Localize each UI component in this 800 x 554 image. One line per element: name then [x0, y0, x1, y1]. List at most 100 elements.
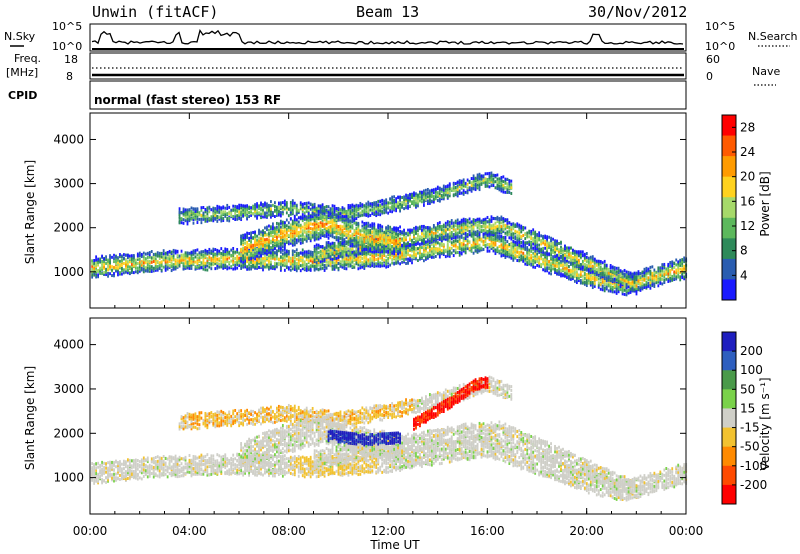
power-cell [478, 180, 481, 184]
power-cell [91, 275, 94, 279]
power-cell [299, 234, 302, 238]
power-cell [373, 233, 376, 237]
power-cell [214, 260, 217, 264]
power-cell [327, 254, 330, 258]
power-cell [428, 189, 431, 193]
power-cell [311, 222, 314, 226]
power-cell [335, 246, 338, 250]
power-cell [140, 266, 143, 270]
power-cell [283, 258, 286, 262]
power-cell [268, 249, 270, 253]
power-cell [262, 249, 264, 253]
power-cell [387, 232, 390, 236]
power-cell [383, 199, 386, 203]
power-cell [375, 247, 378, 251]
power-cell [277, 201, 280, 205]
power-cell [184, 251, 187, 255]
power-cell [333, 215, 336, 219]
power-cell [226, 218, 229, 222]
power-cell [373, 206, 376, 210]
power-cell [186, 253, 189, 257]
power-cell [413, 233, 415, 237]
power-cell [315, 221, 318, 225]
power-cell [367, 209, 370, 213]
power-cell [375, 234, 378, 238]
power-cell [232, 204, 235, 208]
power-cell [226, 217, 229, 221]
power-cell [258, 204, 260, 208]
power-cell [403, 255, 405, 259]
power-cell [426, 195, 429, 199]
power-cell [341, 218, 344, 222]
power-cell [93, 271, 96, 275]
power-cell [206, 258, 209, 262]
power-cell [212, 251, 215, 255]
power-cell [270, 253, 272, 257]
power-cell [353, 209, 356, 213]
power-cell [254, 214, 256, 218]
power-cell [464, 247, 467, 251]
power-cell [297, 234, 300, 238]
power-cell [407, 231, 409, 235]
power-cell [262, 268, 264, 272]
power-cell [369, 228, 372, 232]
power-cell [444, 185, 447, 189]
power-cell [401, 253, 403, 257]
power-cell [482, 178, 485, 182]
power-cell [268, 228, 270, 232]
power-cell [359, 238, 362, 242]
power-cell [252, 260, 254, 264]
power-cell [264, 211, 266, 215]
power-cell [462, 229, 465, 233]
power-cell [313, 209, 316, 213]
power-cell [190, 263, 193, 267]
power-cell [438, 199, 441, 203]
power-cell [411, 246, 413, 250]
power-cell [268, 244, 270, 248]
power-cell [363, 211, 366, 215]
power-cell [365, 258, 368, 262]
power-cell [331, 218, 334, 222]
power-cell [361, 228, 364, 232]
power-cell [371, 222, 374, 226]
power-cell [254, 252, 256, 256]
power-cell [425, 195, 427, 199]
power-cell [279, 237, 282, 241]
power-cell [341, 249, 344, 253]
power-cell [305, 232, 308, 236]
power-cell [448, 252, 451, 256]
power-cell [218, 251, 221, 255]
power-cell [452, 239, 455, 243]
power-cell [480, 219, 483, 223]
power-cell [234, 209, 237, 213]
power-cell [307, 265, 310, 269]
power-cell [375, 250, 378, 254]
power-cell [279, 259, 282, 263]
power-cell [349, 244, 352, 248]
power-cell [462, 239, 465, 243]
power-cell [387, 256, 390, 260]
power-cell [313, 202, 316, 206]
power-cell [361, 205, 364, 209]
power-cell [425, 249, 427, 253]
power-cell [373, 235, 376, 239]
power-cell [341, 265, 344, 269]
power-cell [488, 245, 491, 249]
power-cell [460, 226, 463, 230]
power-cell [468, 247, 471, 251]
power-cell [331, 215, 334, 219]
power-cell [260, 261, 262, 265]
power-cell [285, 258, 288, 262]
power-cell [293, 265, 296, 269]
power-cell [419, 227, 421, 231]
power-cell [266, 232, 268, 236]
power-cell [353, 238, 356, 242]
power-cell [210, 217, 213, 221]
power-cell [136, 269, 139, 273]
power-cell [329, 212, 332, 216]
power-cell [256, 212, 258, 216]
power-cell [313, 227, 316, 231]
power-cell [260, 253, 262, 257]
power-cell [262, 247, 264, 251]
power-cell [442, 188, 445, 192]
